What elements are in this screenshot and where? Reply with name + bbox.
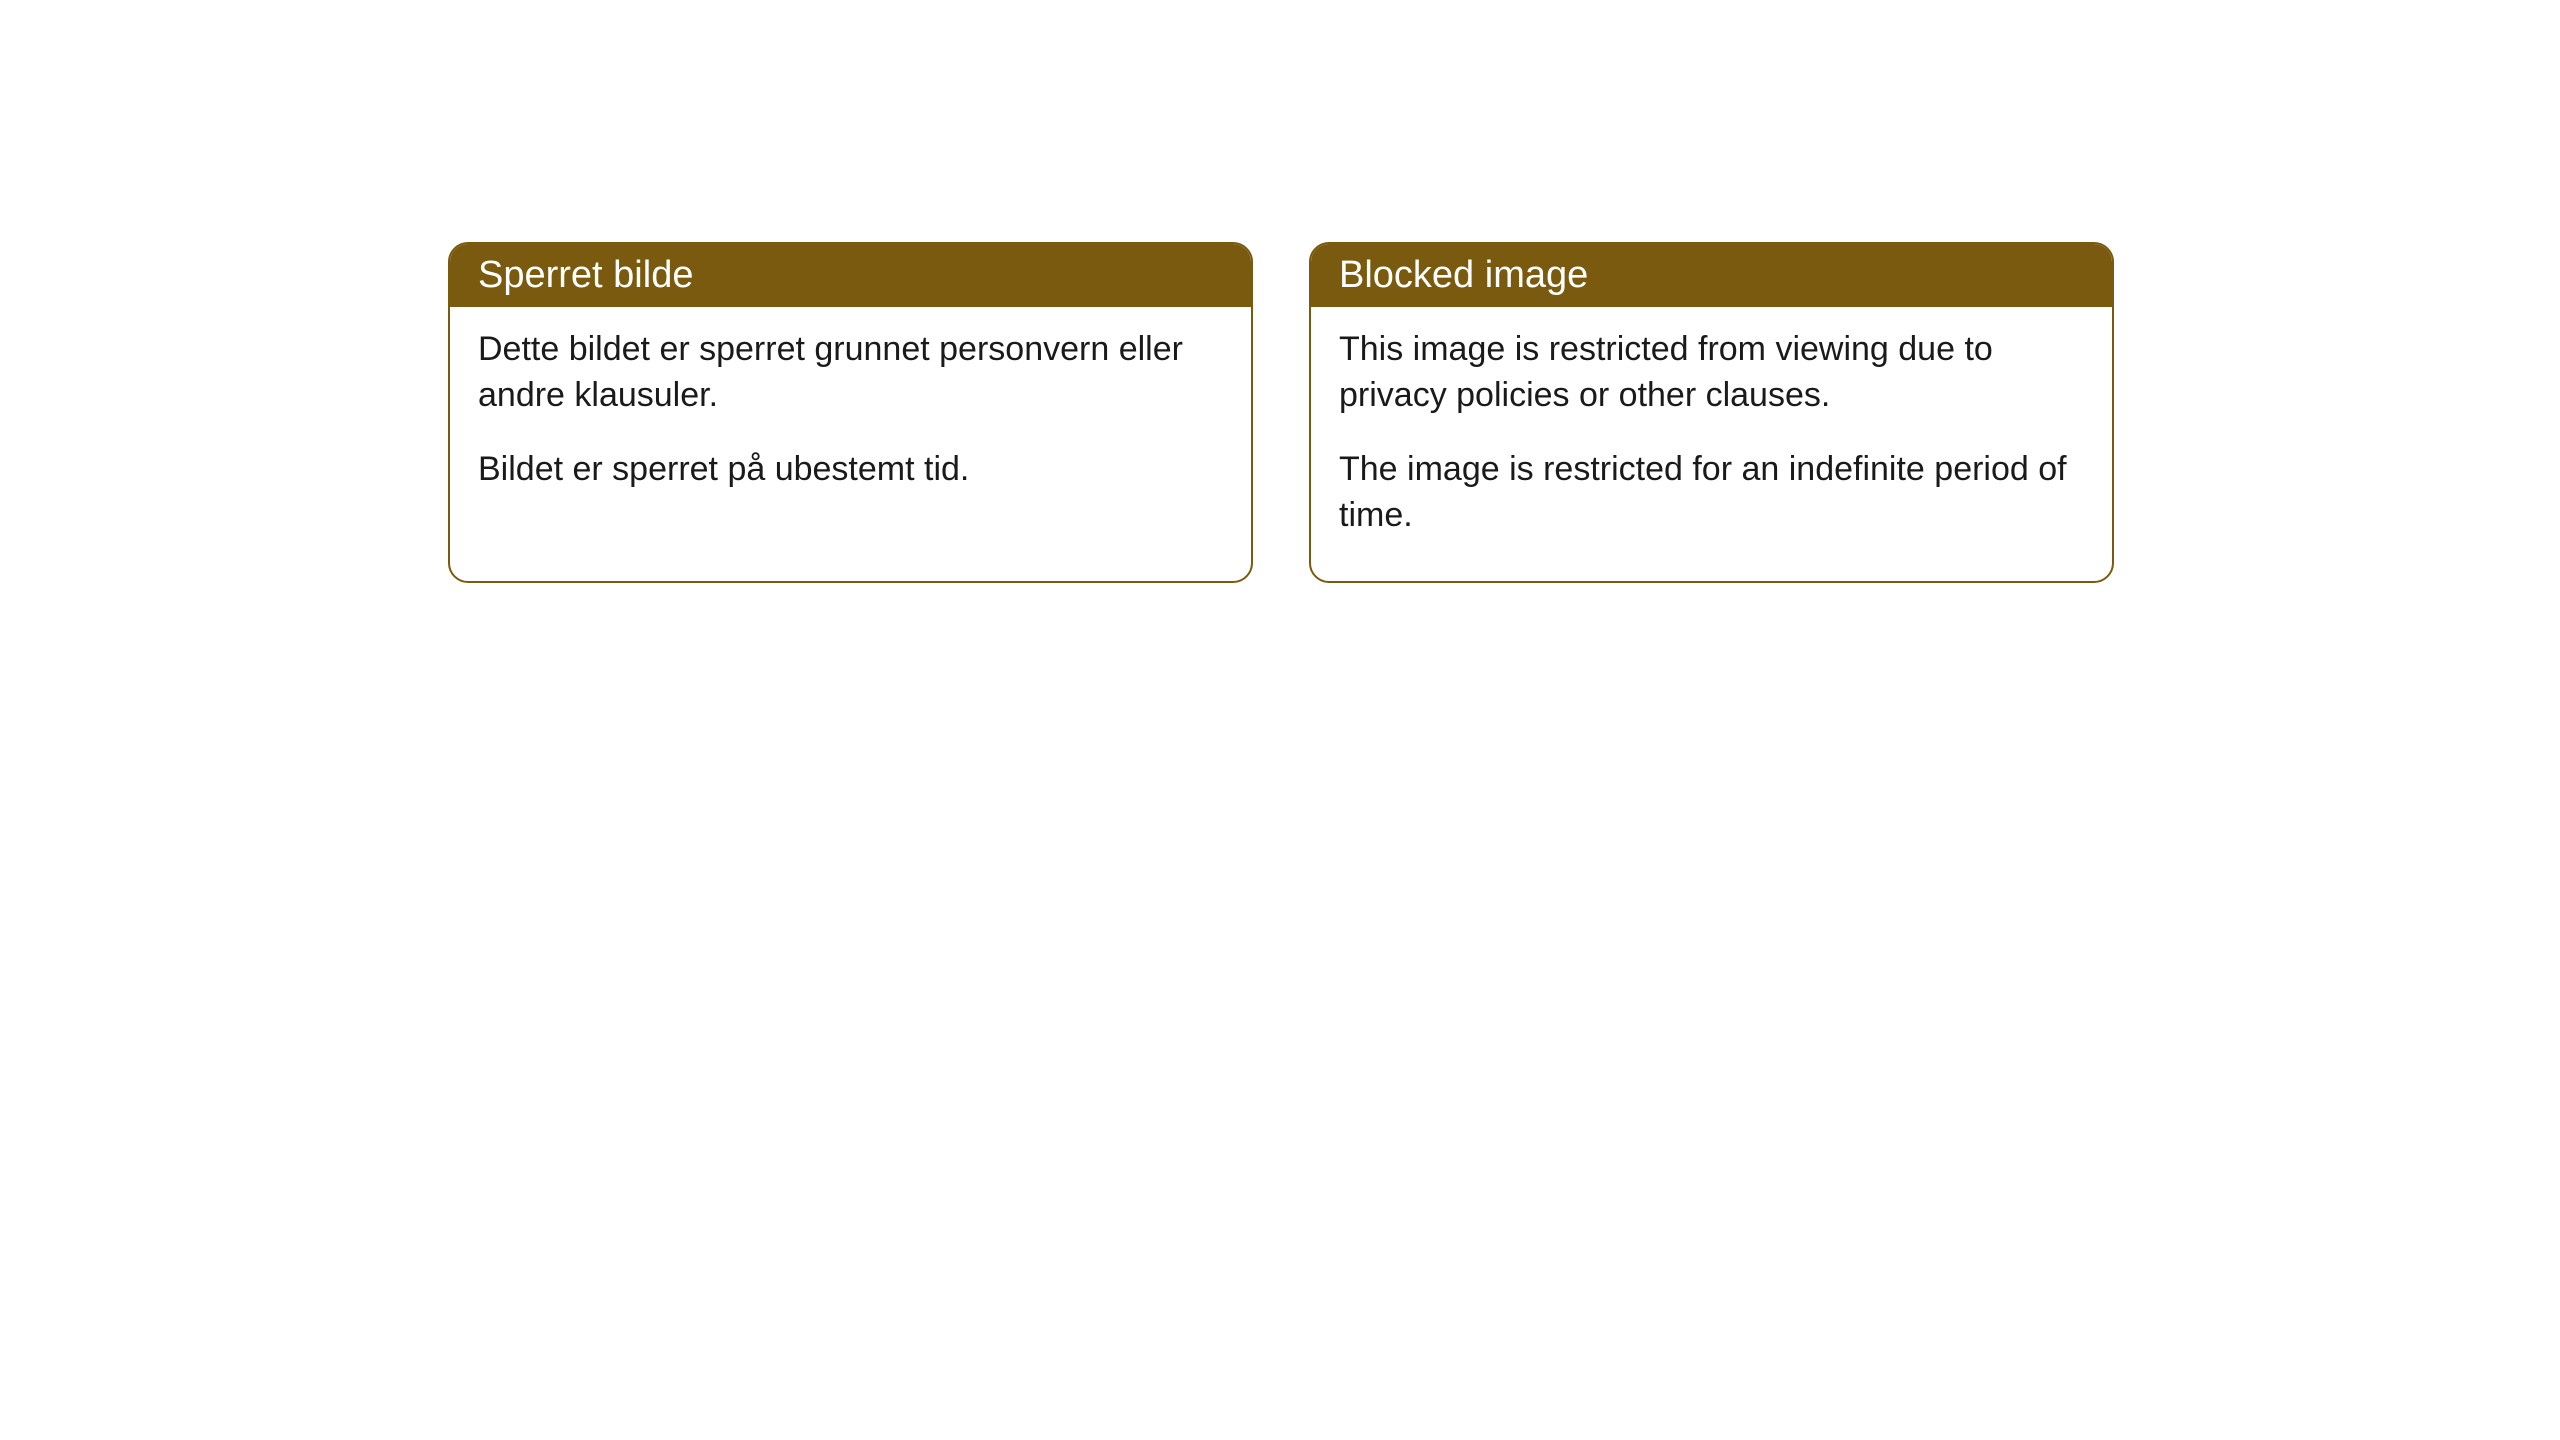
blocked-image-card-en: Blocked image This image is restricted f…	[1309, 242, 2114, 583]
card-body-no: Dette bildet er sperret grunnet personve…	[450, 307, 1251, 535]
card-title-en: Blocked image	[1311, 244, 2112, 307]
card-paragraph: Bildet er sperret på ubestemt tid.	[478, 447, 1223, 493]
card-paragraph: This image is restricted from viewing du…	[1339, 327, 2084, 419]
card-title-no: Sperret bilde	[450, 244, 1251, 307]
blocked-image-card-no: Sperret bilde Dette bildet er sperret gr…	[448, 242, 1253, 583]
card-paragraph: The image is restricted for an indefinit…	[1339, 447, 2084, 539]
card-paragraph: Dette bildet er sperret grunnet personve…	[478, 327, 1223, 419]
cards-container: Sperret bilde Dette bildet er sperret gr…	[448, 242, 2114, 583]
card-body-en: This image is restricted from viewing du…	[1311, 307, 2112, 581]
